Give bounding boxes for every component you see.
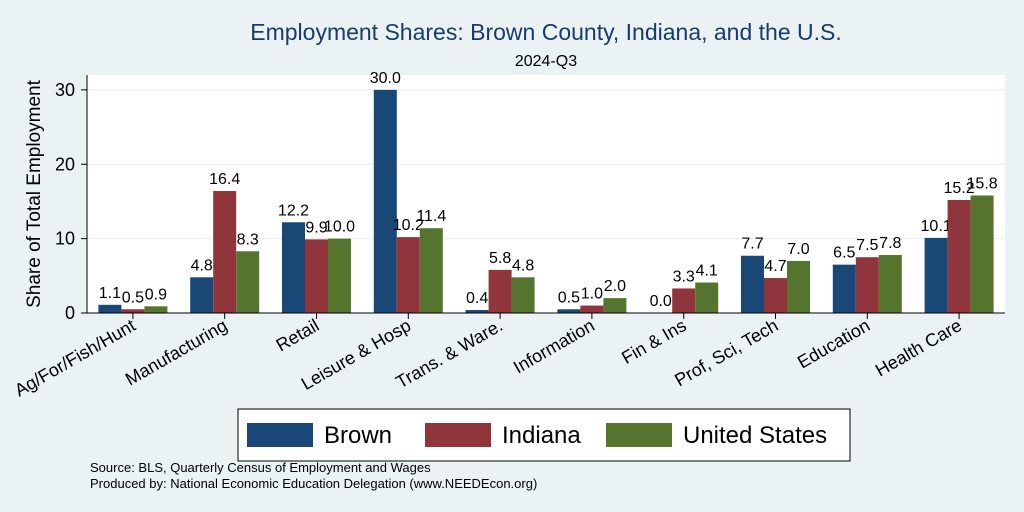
bar (488, 269, 512, 313)
data-label: 12.2 (278, 202, 309, 219)
bar (213, 191, 237, 313)
data-label: 7.5 (856, 237, 878, 254)
bar (190, 277, 214, 313)
data-label: 15.8 (967, 175, 998, 192)
bar (672, 288, 696, 313)
bar (236, 251, 260, 313)
y-tick-label: 0 (65, 303, 75, 323)
data-label: 0.9 (145, 286, 167, 303)
data-label: 0.5 (558, 289, 580, 306)
data-label: 0.0 (650, 293, 672, 310)
bar (947, 199, 971, 313)
bar (557, 309, 581, 313)
category-label: Ag/For/Fish/Hunt (11, 315, 139, 400)
category-label: Manufacturing (122, 315, 231, 389)
data-label: 15.2 (944, 180, 975, 197)
bar (832, 264, 856, 313)
y-tick-label: 30 (55, 80, 75, 100)
bar (419, 228, 443, 313)
data-label: 8.3 (237, 231, 259, 248)
bar (764, 278, 787, 313)
bar (878, 254, 902, 313)
bar (396, 237, 420, 313)
data-label: 4.8 (191, 257, 213, 274)
bar (305, 239, 328, 313)
legend-label-indiana: Indiana (502, 422, 581, 449)
data-label: 1.0 (581, 286, 603, 303)
data-label: 4.1 (696, 263, 718, 280)
bar (855, 257, 879, 313)
category-label: Education (794, 315, 873, 372)
category-label: Information (510, 315, 598, 377)
data-label: 1.1 (99, 285, 121, 302)
bar (970, 195, 994, 313)
bar (695, 282, 719, 313)
bar (282, 222, 305, 313)
bar (741, 255, 764, 313)
data-label: 7.8 (879, 235, 901, 252)
data-label: 11.4 (416, 208, 446, 225)
y-tick-label: 20 (55, 154, 75, 174)
legend-label-united-states: United States (683, 422, 827, 449)
y-axis-label: Share of Total Employment (24, 79, 45, 307)
bar (787, 260, 810, 313)
legend-swatch-united-states (606, 423, 672, 447)
data-label: 10.0 (324, 219, 355, 236)
data-label: 10.2 (393, 217, 424, 234)
bar (328, 238, 351, 313)
bar (603, 298, 627, 313)
data-label: 16.4 (209, 171, 240, 188)
data-label: 3.3 (673, 268, 695, 285)
data-label: 9.9 (305, 219, 327, 236)
bar (98, 304, 122, 313)
category-label: Retail (273, 315, 323, 355)
data-label: 5.8 (489, 250, 511, 267)
legend-box (237, 408, 851, 462)
produced-by-note: Produced by: National Economic Education… (90, 476, 537, 491)
data-label: 2.0 (604, 278, 626, 295)
data-label: 0.5 (122, 289, 144, 306)
legend-swatch-indiana (425, 423, 491, 447)
data-label: 10.1 (921, 218, 952, 235)
bar (924, 237, 948, 313)
bar (144, 306, 168, 313)
data-label: 4.8 (512, 257, 534, 274)
category-label: Health Care (872, 315, 965, 380)
legend-label-brown: Brown (324, 422, 392, 449)
bar (511, 277, 535, 313)
chart-title: Employment Shares: Brown County, Indiana… (250, 19, 842, 45)
data-label: 4.7 (764, 258, 786, 275)
data-label: 7.0 (787, 241, 809, 258)
data-label: 30.0 (370, 70, 401, 87)
category-label: Fin & Ins (618, 315, 690, 368)
bar (121, 309, 145, 313)
source-note: Source: BLS, Quarterly Census of Employm… (90, 460, 431, 475)
chart-subtitle: 2024-Q3 (515, 53, 577, 70)
data-label: 0.4 (466, 290, 488, 307)
data-label: 7.7 (741, 236, 763, 253)
y-tick-label: 10 (55, 229, 75, 249)
bar (373, 89, 397, 313)
data-label: 6.5 (833, 245, 855, 262)
bar (580, 305, 604, 313)
category-label: Prof, Sci, Tech (671, 315, 781, 390)
legend: Brown Indiana United States (237, 408, 851, 462)
bar (465, 310, 489, 313)
legend-swatch-brown (247, 423, 313, 447)
